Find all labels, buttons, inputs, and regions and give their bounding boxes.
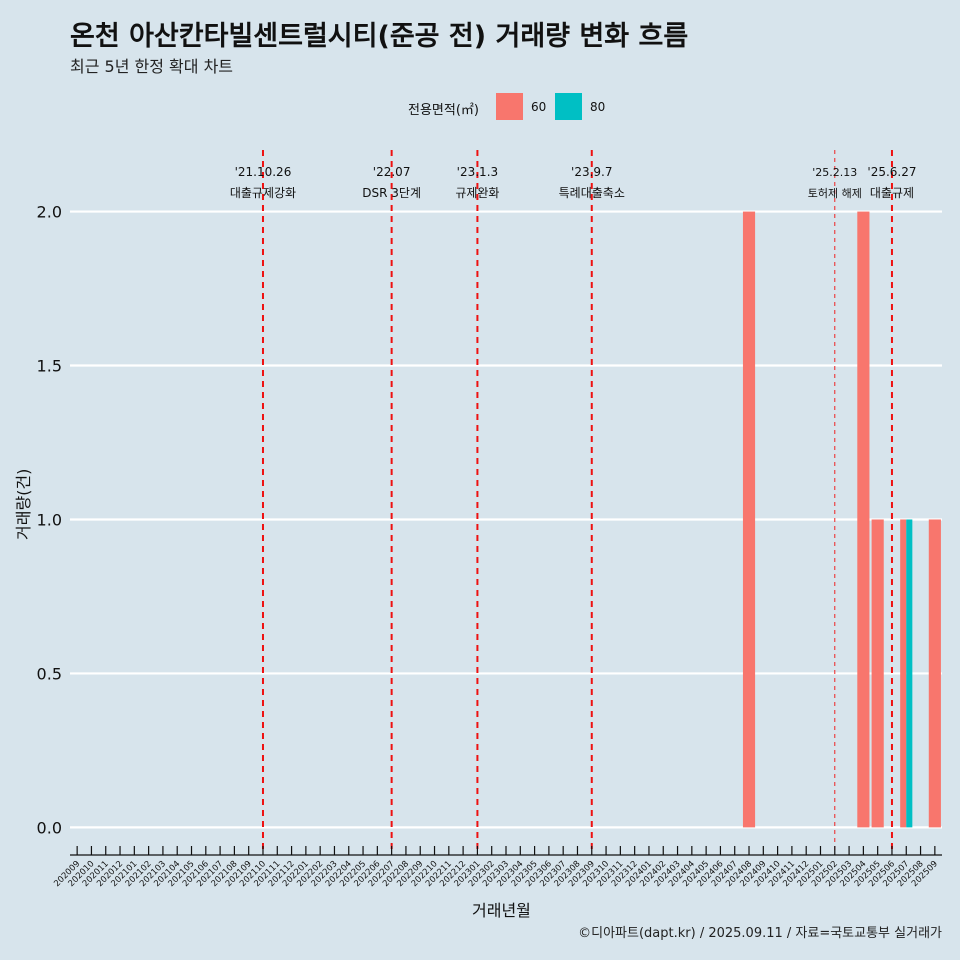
x-axis-label: 거래년월 [472,901,531,920]
legend-label-60: 60 [531,100,547,114]
legend-key-80 [555,93,582,120]
event-date-label: '22.07 [373,165,411,179]
y-tick-label: 1.0 [37,510,62,529]
bar-60-202509 [928,519,941,828]
event-date-label: '23.1.3 [457,165,498,179]
event-label: 대출규제강화 [230,186,296,200]
event-date-label: '23.9.7 [571,165,612,179]
bar-60-202504 [857,211,870,828]
event-label: 토허제 해제 [808,186,862,200]
event-label: DSR 3단계 [362,186,421,200]
event-date-label: '25.2.13 [812,166,857,179]
event-label: 특례대출축소 [559,186,625,200]
chart-title: 온천 아산칸타빌센트럴시티(준공 전) 거래량 변화 흐름 [70,21,689,52]
legend-title: 전용면적(㎡) [408,103,479,118]
y-axis-label: 거래량(건) [14,468,33,540]
legend: 전용면적(㎡) 60 80 [0,93,960,121]
event-date-label: '21.10.26 [235,165,292,179]
bar-60-202505 [871,519,884,828]
y-tick-label: 2.0 [37,203,62,222]
y-tick-label: 0.0 [37,818,62,837]
chart-subtitle: 최근 5년 한정 확대 차트 [70,57,234,76]
bar-60-202507 [900,519,907,828]
y-tick-label: 0.5 [37,664,62,683]
event-label: 규제완화 [455,186,499,200]
event-date-label: '25.6.27 [867,165,916,179]
caption: ©디아파트(dapt.kr) / 2025.09.11 / 자료=국토교통부 실… [578,926,942,941]
legend-key-60 [496,93,523,120]
bar-60-202408 [742,211,756,828]
legend-label-80: 80 [590,100,606,114]
y-tick-label: 1.5 [37,357,62,376]
bar-80-202507 [906,519,913,828]
event-label: 대출규제 [870,186,914,200]
